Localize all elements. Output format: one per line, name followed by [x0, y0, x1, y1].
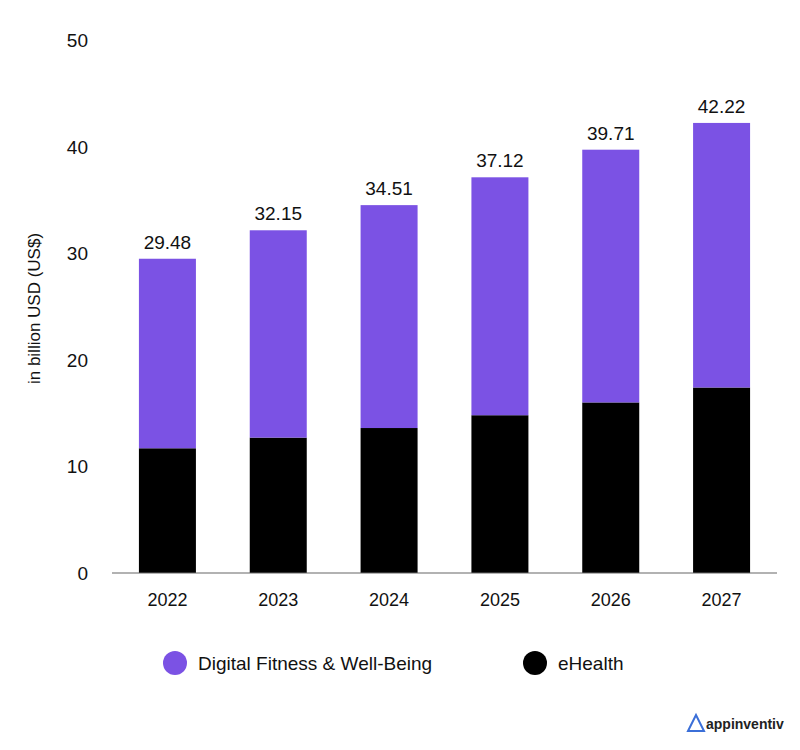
chart-svg: 0 10 20 30 40 50 in billion USD (US$) 2022 2023 2…	[0, 0, 800, 750]
total-label: 37.12	[476, 150, 524, 171]
page: {"chart_data": {"type": "bar", "stacked"…	[0, 0, 800, 750]
legend-label: Digital Fitness & Well-Being	[198, 653, 432, 674]
chart-container: 0 10 20 30 40 50 in billion USD (US$) 2022 2023 2…	[0, 0, 800, 750]
total-label: 29.48	[144, 232, 192, 253]
legend-swatch	[163, 651, 187, 675]
logo-icon	[688, 715, 704, 731]
bar-segment	[361, 205, 418, 428]
y-tick-label: 40	[67, 137, 88, 158]
x-tick-label: 2024	[369, 590, 409, 610]
bar-segment	[471, 415, 528, 573]
bar-segment	[582, 402, 639, 573]
y-tick-label: 0	[77, 563, 88, 584]
legend-label: eHealth	[558, 653, 624, 674]
y-axis-label: in billion USD (US$)	[25, 233, 44, 384]
total-label: 42.22	[698, 96, 746, 117]
bar-segment	[250, 438, 307, 573]
bar-segment	[471, 177, 528, 415]
y-tick-label: 50	[67, 30, 88, 51]
bar-segment	[139, 448, 196, 573]
bars	[139, 123, 750, 573]
legend-swatch	[523, 651, 547, 675]
x-tick-label: 2025	[480, 590, 520, 610]
bar-segment	[361, 428, 418, 573]
x-tick-label: 2027	[702, 590, 742, 610]
bar-segment	[582, 150, 639, 403]
bar-segment	[693, 388, 750, 573]
total-label: 34.51	[365, 178, 413, 199]
x-tick-label: 2023	[258, 590, 298, 610]
x-tick-label: 2026	[591, 590, 631, 610]
x-tick-label: 2022	[147, 590, 187, 610]
bar-segment	[250, 230, 307, 437]
total-label: 32.15	[254, 203, 302, 224]
watermark: appinventiv	[706, 716, 784, 732]
x-axis-line	[112, 572, 777, 573]
y-tick-label: 10	[67, 456, 88, 477]
y-tick-label: 30	[67, 243, 88, 264]
bar-segment	[139, 259, 196, 449]
total-label: 39.71	[587, 123, 635, 144]
y-tick-label: 20	[67, 350, 88, 371]
bar-segment	[693, 123, 750, 388]
